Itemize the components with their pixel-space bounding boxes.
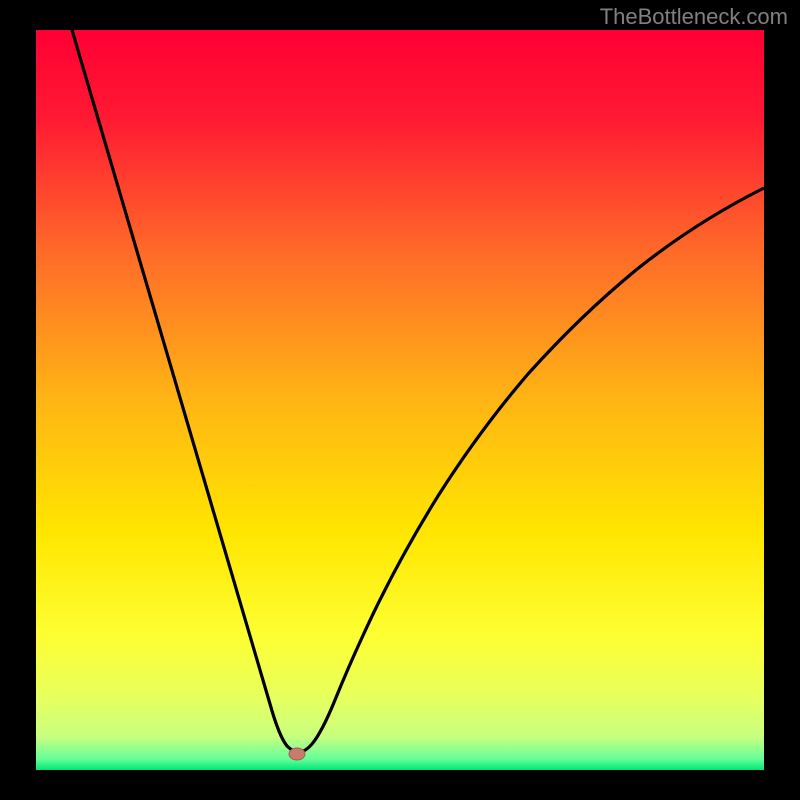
- minimum-marker: [289, 748, 305, 760]
- plot-area: [36, 30, 764, 770]
- chart-svg: [0, 0, 800, 800]
- watermark-text: TheBottleneck.com: [600, 4, 788, 30]
- chart-stage: TheBottleneck.com: [0, 0, 800, 800]
